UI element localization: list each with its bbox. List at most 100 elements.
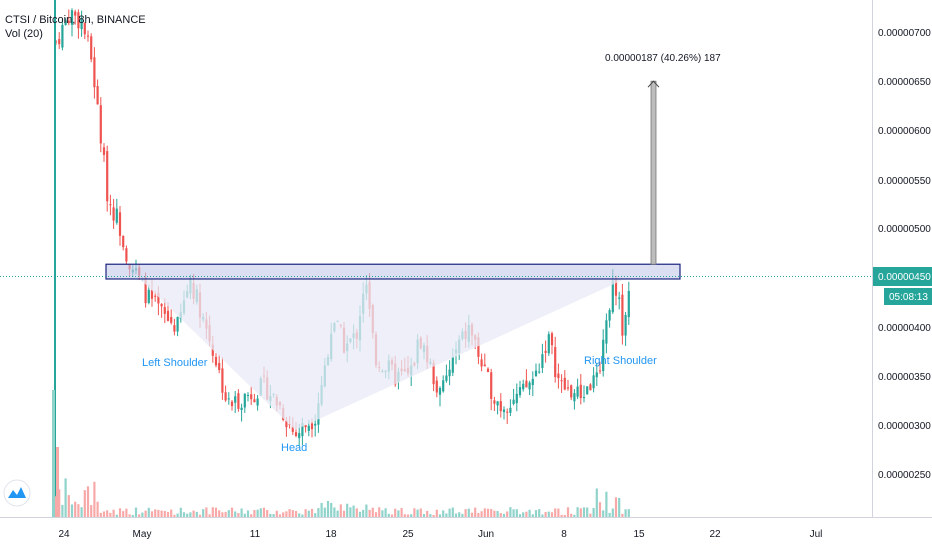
volume-bar: [115, 514, 118, 517]
candle-body: [438, 387, 442, 395]
time-tick: 25: [402, 529, 414, 540]
volume-bar: [365, 504, 368, 517]
candle-body: [573, 393, 576, 402]
price-tick: 0.00000300: [878, 421, 931, 432]
volume-bar: [176, 513, 179, 517]
volume-bar: [131, 514, 134, 517]
candle-body: [496, 401, 499, 406]
right-shoulder-label[interactable]: Right Shoulder: [584, 355, 657, 367]
volume-bar: [259, 508, 262, 517]
volume-bar: [52, 390, 55, 517]
candle-body: [240, 407, 243, 411]
candle-body: [122, 235, 125, 248]
volume-bar: [544, 511, 547, 517]
volume-bar: [150, 511, 154, 517]
volume-bar: [496, 511, 499, 517]
candle-body: [237, 393, 240, 409]
volume-bar: [618, 497, 621, 517]
candle-body: [570, 385, 573, 398]
time-tick: 8: [561, 529, 567, 540]
volume-bar: [214, 507, 218, 517]
volume-bar: [106, 510, 109, 517]
volume-bar: [451, 507, 454, 517]
candle-body: [595, 372, 598, 378]
pattern-shading[interactable]: [140, 278, 625, 430]
volume-bar: [406, 514, 410, 517]
volume-bar: [147, 507, 150, 517]
volume-bar: [474, 507, 477, 517]
volume-bar: [317, 508, 320, 517]
candle-body: [589, 384, 592, 391]
candle-body: [147, 289, 150, 303]
volume-bar: [294, 511, 298, 517]
volume-bar: [144, 510, 147, 517]
volume-bar: [67, 495, 70, 517]
volume-bar: [483, 508, 486, 517]
candle-body: [432, 362, 435, 385]
volume-bar: [218, 510, 221, 517]
candle-body: [61, 24, 64, 48]
volume-bar: [125, 508, 128, 517]
volume-bar: [477, 512, 480, 517]
volume-bar: [64, 478, 67, 517]
candle-body: [624, 315, 627, 336]
candle-body: [67, 20, 70, 24]
candle-body: [224, 392, 227, 401]
neckline-zone[interactable]: [105, 263, 681, 280]
volume-bar: [426, 510, 429, 517]
volume-bar: [266, 509, 269, 517]
volume-bar: [288, 509, 291, 517]
volume-bar: [621, 513, 624, 517]
candle-body: [154, 295, 157, 297]
candle-body: [502, 409, 506, 413]
volume-bar: [378, 507, 381, 517]
candle-body: [77, 12, 80, 29]
candle-body: [70, 10, 74, 25]
volume-bar: [182, 512, 186, 517]
time-axis[interactable]: 24 May 11 18 25 Jun 8 15 22 Jul: [58, 529, 822, 540]
candle-body: [285, 420, 288, 428]
candle-body: [74, 11, 77, 16]
volume-bar: [326, 500, 330, 517]
volume-bar: [598, 502, 602, 517]
measured-move-bar[interactable]: [650, 80, 657, 265]
candle-body: [93, 57, 96, 88]
candle-body: [115, 208, 118, 223]
candle-body: [550, 333, 554, 346]
volume-bar: [461, 513, 464, 517]
candle-body: [211, 344, 214, 356]
time-tick: Jun: [478, 529, 494, 540]
price-tick: 0.00000650: [878, 77, 931, 88]
left-shoulder-label[interactable]: Left Shoulder: [142, 357, 208, 369]
time-tick: 24: [58, 529, 70, 540]
price-axis[interactable]: 0.00000700 0.00000650 0.00000600 0.00000…: [878, 28, 931, 481]
volume-bar: [429, 514, 432, 517]
time-tick: 11: [250, 529, 261, 540]
volume-bar: [339, 504, 342, 517]
volume-bar: [362, 509, 365, 517]
volume-bar: [502, 513, 506, 517]
tradingview-logo[interactable]: [3, 479, 31, 507]
candle-body: [166, 310, 170, 321]
volume-bar: [272, 514, 275, 517]
volume-indicator-label[interactable]: Vol (20): [5, 28, 43, 40]
volume-bar: [608, 512, 611, 517]
measure-label[interactable]: 0.00000187 (40.26%) 187: [605, 53, 721, 64]
volume-bar: [416, 509, 419, 517]
head-label[interactable]: Head: [281, 442, 307, 454]
volume-bar: [118, 508, 122, 517]
volume-bar: [330, 502, 333, 517]
volume-bar: [464, 509, 467, 517]
candle-body: [499, 401, 502, 412]
candle-body: [234, 396, 237, 403]
volume-bar: [435, 509, 438, 517]
candle-body: [58, 39, 61, 45]
price-tick: 0.00000500: [878, 224, 931, 235]
candle-body: [518, 387, 522, 396]
candle-body: [227, 398, 230, 400]
candle-body: [173, 325, 176, 332]
volume-bar: [486, 508, 490, 517]
volume-bar: [134, 507, 138, 517]
symbol-title[interactable]: CTSI / Bitcoin, 8h, BINANCE: [5, 14, 146, 26]
